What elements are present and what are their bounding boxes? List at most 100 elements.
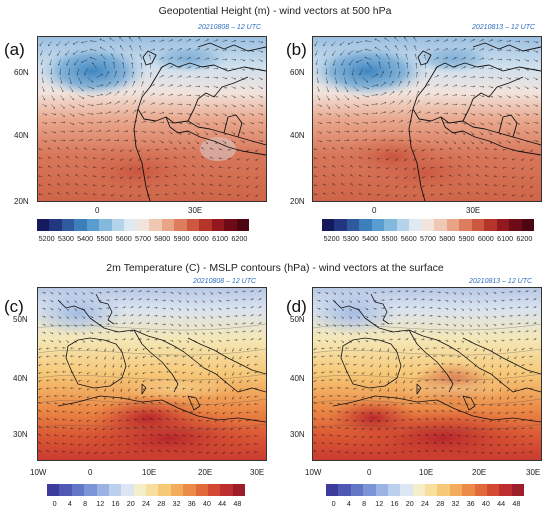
colorbar-tick-label: 5800 bbox=[154, 234, 171, 243]
colorbar-segment bbox=[121, 484, 134, 496]
top-section-title: Geopotential Height (m) - wind vectors a… bbox=[158, 5, 392, 17]
colorbar-tick-label: 20 bbox=[405, 499, 414, 508]
colorbar-tick-label: 5700 bbox=[135, 234, 151, 243]
colorbar-segment bbox=[346, 219, 360, 231]
colorbar-tick-label: 5600 bbox=[115, 234, 132, 243]
colorbar-tick-label: 5700 bbox=[420, 234, 436, 243]
colorbar-segment bbox=[446, 219, 460, 231]
colorbar-tick-label: 28 bbox=[157, 499, 166, 508]
colorbar-tick-label: 8 bbox=[83, 499, 88, 508]
colorbar-tick-label: 24 bbox=[421, 499, 429, 508]
colorbar-tick-label: 5900 bbox=[173, 234, 190, 243]
colorbar-tick-label: 6000 bbox=[477, 234, 494, 243]
colorbar-segment bbox=[59, 484, 72, 496]
colorbar-segment bbox=[338, 484, 351, 496]
lat-tick-a-60n: 60N bbox=[14, 68, 29, 77]
colorbar-tick-label: 6200 bbox=[231, 234, 248, 243]
colorbar-tick-label: 5200 bbox=[38, 234, 55, 243]
map-canvas bbox=[313, 37, 541, 201]
colorbar-segment bbox=[449, 484, 463, 496]
wind-vectors bbox=[313, 290, 537, 454]
map-panel-d bbox=[312, 287, 542, 461]
colorbar-segment bbox=[232, 484, 245, 496]
colorbar-tick-label: 36 bbox=[466, 499, 475, 508]
colorbar-tick-label: 28 bbox=[436, 499, 445, 508]
lon-tick-c-10w: 10W bbox=[30, 468, 47, 477]
lon-tick-c-0: 0 bbox=[88, 468, 93, 477]
colorbar-segment bbox=[195, 484, 208, 496]
colorbar-segment bbox=[459, 219, 472, 231]
lat-tick-d-50n: 50N bbox=[290, 315, 305, 324]
colorbar-segment bbox=[111, 219, 125, 231]
panel-date-c: 20210808 – 12 UTC bbox=[193, 278, 257, 285]
colorbar-gph-a bbox=[37, 219, 249, 231]
colorbar-tick-label: 5400 bbox=[362, 234, 379, 243]
colorbar-segment bbox=[363, 484, 376, 496]
lat-tick-c-40n: 40N bbox=[13, 374, 28, 383]
panel-date-d: 20210813 – 12 UTC bbox=[469, 278, 533, 285]
colorbar-segment bbox=[136, 219, 150, 231]
colorbar-segment bbox=[133, 484, 146, 496]
lat-tick-b-20n: 20N bbox=[290, 197, 305, 206]
colorbar-tick-label: 6100 bbox=[497, 234, 514, 243]
lat-tick-b-60n: 60N bbox=[290, 68, 305, 77]
colorbar-tick-label: 5500 bbox=[381, 234, 398, 243]
colorbar-tick-label: 6100 bbox=[212, 234, 229, 243]
colorbar-segment bbox=[371, 219, 385, 231]
lon-tick-b-0: 0 bbox=[372, 206, 377, 215]
colorbar-segment bbox=[425, 484, 438, 496]
colorbar-segment bbox=[99, 219, 112, 231]
colorbar-segment bbox=[170, 484, 184, 496]
map-canvas bbox=[38, 288, 266, 460]
colorbar-segment bbox=[474, 484, 487, 496]
bottom-section-title: 2m Temperature (C) - MSLP contours (hPa)… bbox=[106, 262, 444, 274]
colorbar-tick-label: 44 bbox=[218, 499, 227, 508]
colorbar-tick-label: 40 bbox=[202, 499, 211, 508]
colorbar-segment bbox=[509, 219, 522, 231]
lat-tick-d-40n: 40N bbox=[290, 374, 305, 383]
colorbar-segment bbox=[47, 484, 60, 496]
colorbar-segment bbox=[511, 484, 524, 496]
colorbar-segment bbox=[74, 219, 87, 231]
colorbar-segment bbox=[434, 219, 447, 231]
lon-tick-d-10e: 10E bbox=[419, 468, 434, 477]
wind-vectors bbox=[38, 290, 262, 454]
lon-tick-d-30e: 30E bbox=[526, 468, 541, 477]
colorbar-segment bbox=[186, 219, 200, 231]
colorbar-segment bbox=[49, 219, 62, 231]
map-canvas bbox=[38, 37, 266, 201]
colorbar-segment bbox=[158, 484, 171, 496]
colorbar-tick-label: 6000 bbox=[192, 234, 209, 243]
colorbar-segment bbox=[174, 219, 187, 231]
colorbar-tick-label: 12 bbox=[96, 499, 105, 508]
colorbar-segment bbox=[224, 219, 237, 231]
lon-tick-a-0: 0 bbox=[95, 206, 100, 215]
colorbar-segment bbox=[149, 219, 162, 231]
colorbar-segment bbox=[334, 219, 347, 231]
colorbar-segment bbox=[471, 219, 485, 231]
colorbar-segment bbox=[359, 219, 372, 231]
colorbar-tick-label: 48 bbox=[512, 499, 521, 508]
colorbar-segment bbox=[161, 219, 175, 231]
panel-date-a: 20210808 – 12 UTC bbox=[198, 24, 262, 31]
colorbar-segment bbox=[183, 484, 196, 496]
colorbar-segment bbox=[108, 484, 122, 496]
colorbar-segment bbox=[96, 484, 109, 496]
panel-date-b: 20210813 – 12 UTC bbox=[472, 24, 536, 31]
colorbar-tick-label: 5900 bbox=[458, 234, 475, 243]
lat-tick-d-30n: 30N bbox=[290, 430, 305, 439]
colorbar-segment bbox=[412, 484, 425, 496]
colorbar-segment bbox=[37, 219, 50, 231]
lat-tick-b-40n: 40N bbox=[290, 131, 305, 140]
colorbar-tick-label: 5300 bbox=[57, 234, 74, 243]
map-panel-b bbox=[312, 36, 542, 202]
colorbar-segment bbox=[484, 219, 497, 231]
colorbar-segment bbox=[124, 219, 137, 231]
wind-vectors bbox=[38, 37, 264, 197]
colorbar-segment bbox=[387, 484, 401, 496]
colorbar-tick-label: 4 bbox=[346, 499, 351, 508]
map-panel-a bbox=[37, 36, 267, 202]
colorbar-segment bbox=[61, 219, 75, 231]
colorbar-tick-label: 32 bbox=[451, 499, 460, 508]
colorbar-tick-label: 20 bbox=[126, 499, 135, 508]
